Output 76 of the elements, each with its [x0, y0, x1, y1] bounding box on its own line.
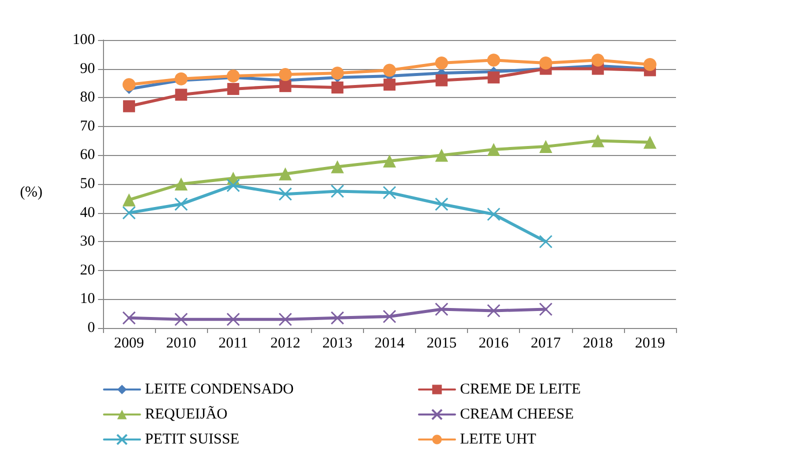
point — [591, 54, 604, 67]
point — [123, 100, 136, 112]
legend-label: CREME DE LEITE — [460, 382, 581, 398]
point — [174, 178, 188, 190]
point — [122, 78, 136, 92]
y-tick-label: 30 — [80, 234, 95, 250]
point — [382, 310, 396, 324]
legend-label: LEITE CONDENSADO — [145, 382, 294, 398]
y-tick-label: 50 — [80, 176, 95, 192]
x-tick-label: 2019 — [634, 336, 665, 352]
point — [330, 66, 344, 80]
point — [382, 186, 396, 200]
point — [488, 71, 500, 84]
point — [226, 312, 240, 326]
y-tick-label: 0 — [88, 320, 95, 336]
legend-label: REQUEIJÃO — [145, 406, 228, 422]
point — [539, 302, 553, 316]
point — [175, 88, 188, 101]
y-tick-label: 90 — [80, 60, 95, 77]
x-tick-label: 2010 — [166, 336, 196, 352]
legend-label: LEITE UHT — [460, 432, 536, 448]
point — [278, 312, 292, 326]
point — [486, 207, 500, 221]
point — [384, 78, 396, 91]
point — [331, 82, 344, 94]
legend-label: CREAM CHEESE — [460, 406, 574, 422]
x-tick-label: 2014 — [374, 336, 405, 352]
point — [539, 140, 552, 154]
point — [383, 154, 396, 168]
point — [227, 82, 240, 95]
point — [226, 70, 240, 82]
x-tick-label: 2015 — [426, 336, 457, 352]
point — [122, 193, 136, 206]
point — [539, 234, 553, 248]
point — [174, 72, 188, 86]
point — [122, 206, 136, 220]
x-tick-label: 2012 — [270, 336, 300, 352]
point — [279, 80, 292, 92]
point — [330, 311, 344, 325]
point — [278, 167, 292, 180]
point — [643, 136, 656, 149]
y-tick-label: 100 — [72, 32, 95, 48]
x-tick-label: 2013 — [322, 336, 352, 352]
point — [383, 64, 396, 77]
point — [591, 134, 604, 148]
point — [278, 187, 292, 201]
point — [174, 197, 188, 211]
legend-label: PETIT SUISSE — [145, 432, 240, 448]
x-tick-label: 2018 — [582, 336, 613, 352]
point — [486, 304, 500, 318]
y-axis-title: (%) — [20, 184, 42, 200]
y-tick-label: 70 — [80, 118, 95, 134]
x-tick-label: 2011 — [218, 336, 248, 352]
point — [226, 178, 240, 192]
point — [436, 74, 448, 86]
point — [330, 184, 344, 198]
point — [643, 58, 656, 71]
point — [435, 56, 448, 70]
point — [487, 142, 500, 156]
x-tick-label: 2016 — [478, 336, 510, 352]
point — [539, 56, 552, 70]
y-tick-label: 10 — [80, 291, 95, 308]
point — [435, 148, 448, 162]
point — [174, 312, 188, 326]
y-tick-label: 40 — [80, 204, 95, 221]
y-tick-label: 60 — [80, 147, 95, 164]
point — [487, 54, 500, 67]
point — [278, 68, 292, 82]
point — [434, 197, 448, 211]
point — [434, 302, 448, 316]
x-tick-label: 2009 — [114, 336, 144, 352]
x-tick-label: 2017 — [530, 336, 562, 352]
y-tick-label: 20 — [80, 262, 95, 278]
y-tick-label: 80 — [80, 90, 95, 106]
point — [122, 311, 136, 325]
point — [330, 160, 344, 174]
